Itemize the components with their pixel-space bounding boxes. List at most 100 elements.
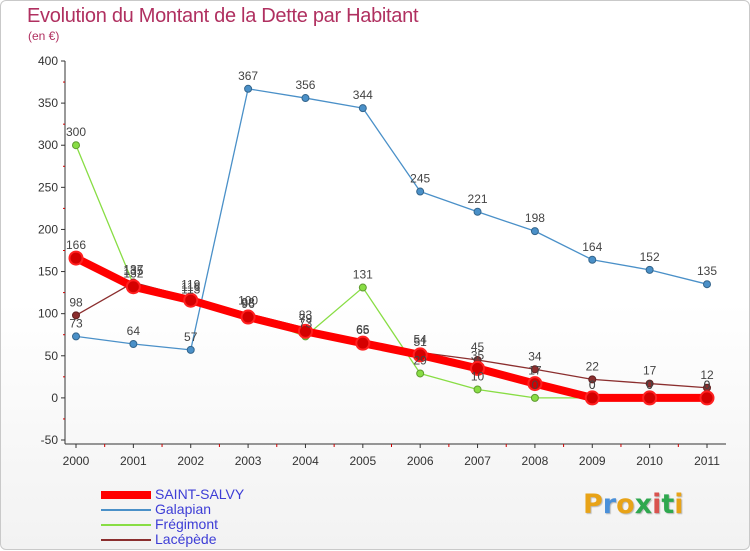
logo-letter: i <box>652 489 662 520</box>
data-label-galapian: 135 <box>697 264 717 278</box>
data-point-galapian <box>703 280 711 289</box>
legend-swatch-galapian <box>101 509 151 511</box>
x-tick-label: 2011 <box>694 454 720 468</box>
logo-letter: o <box>616 489 635 520</box>
data-point-saint-salvy <box>699 390 715 406</box>
data-point-saint-salvy <box>240 309 256 325</box>
legend-label-saint-salvy: SAINT-SALVY <box>155 486 245 502</box>
data-label-saint-salvy: 116 <box>181 280 200 294</box>
data-point-saint-salvy <box>412 347 428 363</box>
logo-letter: t <box>661 489 675 520</box>
data-label-lacepede: 12 <box>700 368 714 382</box>
data-point-saint-salvy <box>470 360 486 376</box>
data-label-saint-salvy: 166 <box>66 238 86 252</box>
data-label-lacepede: 66 <box>356 322 370 336</box>
data-label-fregimont: 98 <box>241 295 255 309</box>
data-point-galapian <box>416 187 425 196</box>
data-label-saint-salvy: 17 <box>528 364 542 378</box>
x-tick-label: 2001 <box>120 454 147 468</box>
data-label-saint-salvy: 0 <box>589 378 596 392</box>
data-label-galapian: 164 <box>582 240 602 254</box>
legend-label-fregimont: Frégimont <box>155 516 219 532</box>
data-point-saint-salvy <box>584 390 600 406</box>
data-point-fregimont <box>358 283 367 292</box>
legend-swatch-lacepede <box>101 539 151 541</box>
data-point-saint-salvy <box>68 250 84 266</box>
logo-letter: x <box>634 489 653 520</box>
legend-swatch-fregimont <box>101 524 151 526</box>
data-label-saint-salvy: 0 <box>704 378 711 392</box>
chart-subtitle: (en €) <box>28 29 60 43</box>
data-label-lacepede: 100 <box>238 294 258 308</box>
y-tick-label: 0 <box>51 391 58 405</box>
data-label-lacepede: 22 <box>586 359 600 373</box>
y-tick-label: 100 <box>38 307 58 321</box>
x-tick-label: 2008 <box>522 454 549 468</box>
data-label-galapian: 344 <box>353 88 373 102</box>
data-label-saint-salvy: 35 <box>471 348 485 362</box>
data-point-lacepede <box>588 375 597 384</box>
data-label-saint-salvy: 96 <box>241 297 255 311</box>
data-label-lacepede: 98 <box>69 295 83 309</box>
y-tick-label: 200 <box>38 222 58 236</box>
x-tick-label: 2007 <box>464 454 491 468</box>
series-line-galapian <box>75 88 708 351</box>
data-label-galapian: 198 <box>525 211 545 225</box>
x-tick-label: 2010 <box>636 454 663 468</box>
data-point-galapian <box>186 345 195 354</box>
data-label-galapian: 57 <box>184 330 198 344</box>
data-point-galapian <box>588 255 597 264</box>
data-label-saint-salvy: 79 <box>299 311 313 325</box>
y-tick-label: 350 <box>38 96 58 110</box>
data-label-galapian: 64 <box>127 324 141 338</box>
data-point-lacepede <box>72 311 80 320</box>
data-point-fregimont <box>72 141 80 150</box>
data-label-fregimont: 0 <box>646 378 653 392</box>
x-tick-label: 2006 <box>407 454 434 468</box>
y-tick-label: 400 <box>38 54 58 68</box>
data-label-fregimont: 135 <box>123 264 143 278</box>
data-label-galapian: 245 <box>410 172 430 186</box>
data-point-saint-salvy <box>355 335 371 351</box>
x-tick-label: 2003 <box>235 454 262 468</box>
data-point-galapian <box>473 207 482 216</box>
data-label-galapian: 73 <box>69 316 83 330</box>
data-point-saint-salvy <box>297 323 313 339</box>
data-label-fregimont: 0 <box>532 378 539 392</box>
data-point-saint-salvy <box>527 376 543 392</box>
y-tick-label: 150 <box>38 265 58 279</box>
data-point-saint-salvy <box>183 292 199 308</box>
data-label-lacepede: 119 <box>181 278 200 292</box>
data-point-galapian <box>358 104 367 113</box>
data-point-galapian <box>72 332 80 341</box>
logo-letter: i <box>674 489 684 520</box>
x-tick-label: 2005 <box>349 454 376 468</box>
data-point-galapian <box>645 265 654 274</box>
data-point-galapian <box>244 84 253 93</box>
series-line-saint-salvy <box>72 254 711 402</box>
data-label-galapian: 356 <box>295 78 315 92</box>
data-label-saint-salvy: 65 <box>356 323 370 337</box>
y-tick-label: 250 <box>38 180 58 194</box>
data-label-lacepede: 17 <box>643 364 657 378</box>
logo-letter: r <box>602 489 617 520</box>
logo-letter: P <box>583 489 603 520</box>
data-label-fregimont: 73 <box>299 316 313 330</box>
data-point-galapian <box>301 94 310 103</box>
data-label-lacepede: 137 <box>123 263 143 277</box>
legend-swatch-saint-salvy <box>101 491 151 499</box>
y-tick-label: 50 <box>45 349 59 363</box>
data-point-galapian <box>530 227 539 236</box>
data-point-fregimont <box>473 385 482 394</box>
data-label-fregimont: 131 <box>353 268 373 282</box>
data-label-saint-salvy: 132 <box>123 267 143 281</box>
chart-title: Evolution du Montant de la Dette par Hab… <box>27 5 419 27</box>
data-label-lacepede: 34 <box>528 349 542 363</box>
data-label-lacepede: 54 <box>414 332 428 346</box>
legend-label-lacepede: Lacépède <box>155 531 217 547</box>
data-label-saint-salvy: 51 <box>414 335 428 349</box>
x-tick-label: 2002 <box>177 454 204 468</box>
x-tick-label: 2004 <box>292 454 319 468</box>
data-label-fregimont: 10 <box>471 369 485 383</box>
